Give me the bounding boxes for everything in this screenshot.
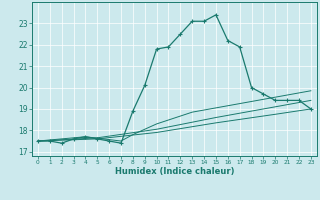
X-axis label: Humidex (Indice chaleur): Humidex (Indice chaleur)	[115, 167, 234, 176]
